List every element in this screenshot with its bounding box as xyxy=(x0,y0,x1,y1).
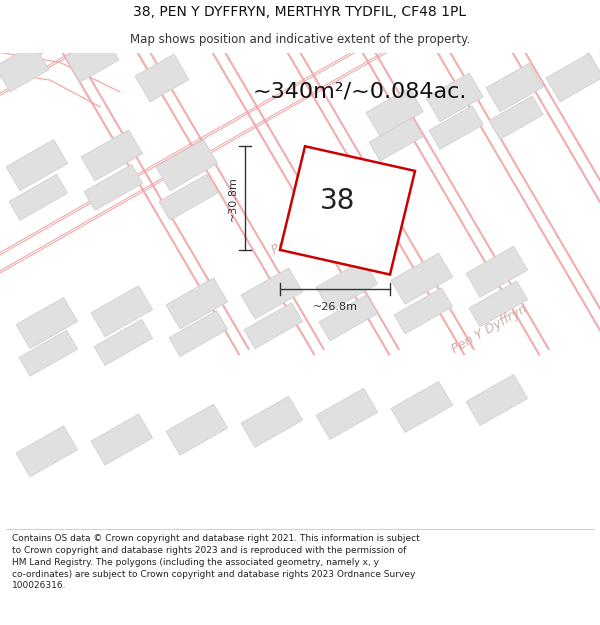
Polygon shape xyxy=(169,311,227,356)
Text: Map shows position and indicative extent of the property.: Map shows position and indicative extent… xyxy=(130,33,470,46)
Text: Pen Y Dyffryn: Pen Y Dyffryn xyxy=(270,203,350,257)
Polygon shape xyxy=(241,396,302,448)
Polygon shape xyxy=(166,278,227,329)
Polygon shape xyxy=(369,118,424,161)
Polygon shape xyxy=(429,106,484,149)
Polygon shape xyxy=(91,286,152,337)
Polygon shape xyxy=(9,174,68,220)
Polygon shape xyxy=(546,53,600,102)
Text: Contains OS data © Crown copyright and database right 2021. This information is : Contains OS data © Crown copyright and d… xyxy=(12,534,420,591)
Polygon shape xyxy=(94,319,152,366)
Text: Pen Y Dyffryn: Pen Y Dyffryn xyxy=(450,302,530,356)
Polygon shape xyxy=(366,88,424,136)
Polygon shape xyxy=(280,146,415,274)
Polygon shape xyxy=(244,302,302,349)
Text: 38, PEN Y DYFFRYN, MERTHYR TYDFIL, CF48 1PL: 38, PEN Y DYFFRYN, MERTHYR TYDFIL, CF48 … xyxy=(133,4,467,19)
Polygon shape xyxy=(81,130,143,181)
Text: ~340m²/~0.084ac.: ~340m²/~0.084ac. xyxy=(253,82,467,102)
Polygon shape xyxy=(489,96,544,139)
Polygon shape xyxy=(65,34,119,82)
Polygon shape xyxy=(391,381,452,432)
Polygon shape xyxy=(166,404,227,455)
Polygon shape xyxy=(0,44,49,92)
Polygon shape xyxy=(469,281,527,327)
Polygon shape xyxy=(16,298,77,349)
Polygon shape xyxy=(394,288,452,334)
Polygon shape xyxy=(316,388,377,439)
Polygon shape xyxy=(156,139,218,191)
Polygon shape xyxy=(91,414,152,465)
Polygon shape xyxy=(391,253,452,304)
Polygon shape xyxy=(466,374,527,426)
Polygon shape xyxy=(316,260,377,311)
Polygon shape xyxy=(19,330,77,376)
Polygon shape xyxy=(426,73,484,122)
Polygon shape xyxy=(6,139,68,191)
Polygon shape xyxy=(16,426,77,477)
Polygon shape xyxy=(241,268,302,319)
Text: 38: 38 xyxy=(320,186,355,214)
Polygon shape xyxy=(84,164,143,211)
Text: ~26.8m: ~26.8m xyxy=(313,302,358,312)
Polygon shape xyxy=(319,295,377,341)
Polygon shape xyxy=(159,174,218,220)
Text: ~30.8m: ~30.8m xyxy=(228,176,238,221)
Polygon shape xyxy=(135,54,189,102)
Polygon shape xyxy=(486,63,544,112)
Polygon shape xyxy=(466,246,527,298)
